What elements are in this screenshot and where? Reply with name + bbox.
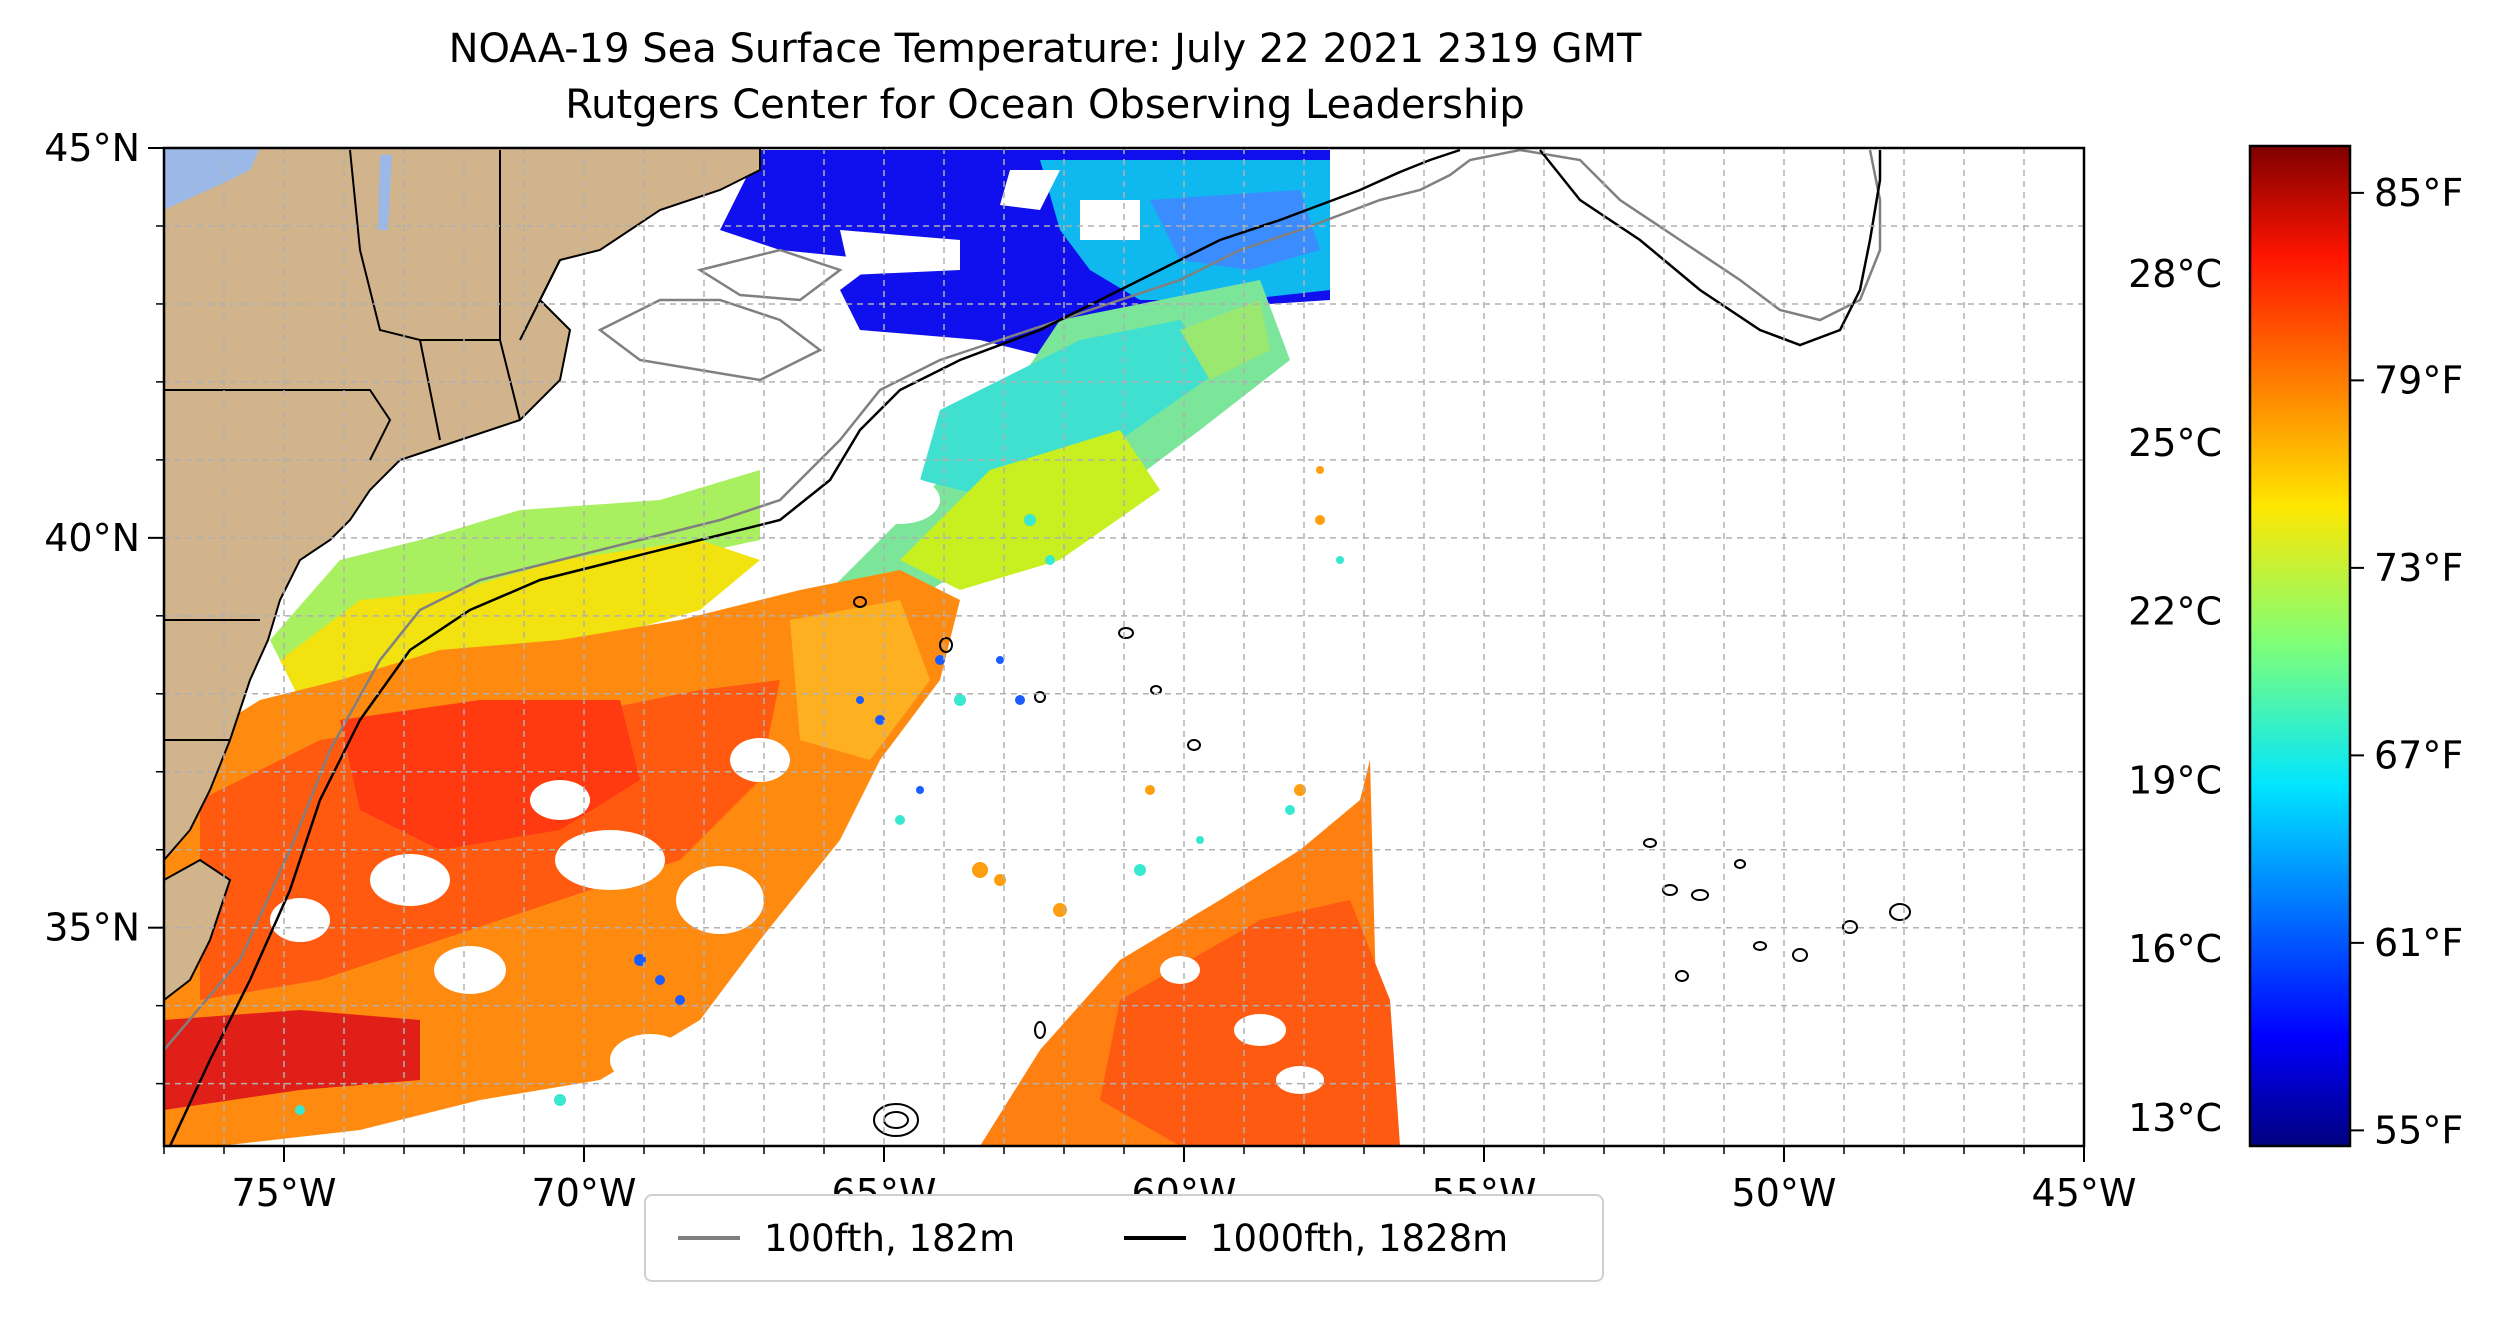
lon-tick-label: 70°W [532, 1171, 637, 1215]
legend-item-100fth: 100fth, 182m [678, 1196, 1015, 1280]
colorbar-label-f: 85°F [2374, 171, 2463, 215]
colorbar-label-f: 79°F [2374, 358, 2463, 402]
colorbar-label-f: 73°F [2374, 546, 2463, 590]
lat-tick-label: 45°N [44, 126, 140, 170]
colorbar-label-c: 25°C [2128, 421, 2222, 465]
colorbar-label-c: 19°C [2128, 758, 2222, 802]
state-borders [164, 149, 561, 741]
sst-data-layer [164, 150, 1400, 1146]
colorbar-label-c: 16°C [2128, 927, 2222, 971]
legend-swatch-100fth [678, 1236, 740, 1240]
colorbar-label-c: 13°C [2128, 1096, 2222, 1140]
colorbar-gradient [2250, 146, 2350, 1146]
lat-tick-label: 35°N [44, 906, 140, 950]
colorbar-label-f: 67°F [2374, 733, 2463, 777]
colorbar-ticks: 55°F 61°F 67°F 73°F 79°F 85°F 13°C 16°C 19°C 22°C… [2128, 171, 2463, 1153]
lon-tick-label: 45°W [2032, 1171, 2137, 1215]
legend-item-1000fth: 1000fth, 1828m [1124, 1196, 1508, 1280]
legend-swatch-1000fth [1124, 1236, 1186, 1240]
legend-label-1000fth: 1000fth, 1828m [1210, 1216, 1509, 1260]
colorbar: 55°F 61°F 67°F 73°F 79°F 85°F 13°C 16°C 19°C 22°C… [2128, 144, 2463, 1153]
map-subtitle: Rutgers Center for Ocean Observing Leade… [565, 82, 1525, 128]
lon-tick-label: 50°W [1732, 1171, 1837, 1215]
seamount-contours [853, 596, 1911, 1137]
lakes [164, 148, 392, 230]
map-axes: 75°W 70°W 65°W 60°W 55°W 50°W 45°W35°N40°N45°N [44, 126, 2136, 1215]
legend-label-100fth: 100fth, 182m [764, 1216, 1016, 1260]
isobath-100fth [164, 148, 1882, 1051]
lon-tick-label: 75°W [232, 1171, 337, 1215]
colorbar-frame [2248, 144, 2352, 1148]
colorbar-label-c: 28°C [2128, 252, 2222, 296]
colorbar-label-f: 55°F [2374, 1108, 2463, 1152]
gridlines [164, 148, 2084, 1146]
lat-tick-label: 40°N [44, 516, 140, 560]
colorbar-label-c: 22°C [2128, 590, 2222, 634]
map-plot-area [164, 148, 2084, 1146]
colorbar-label-f: 61°F [2374, 921, 2463, 965]
map-legend: 100fth, 182m 1000fth, 1828m [644, 1194, 1604, 1282]
map-title: NOAA-19 Sea Surface Temperature: July 22… [448, 26, 1642, 72]
